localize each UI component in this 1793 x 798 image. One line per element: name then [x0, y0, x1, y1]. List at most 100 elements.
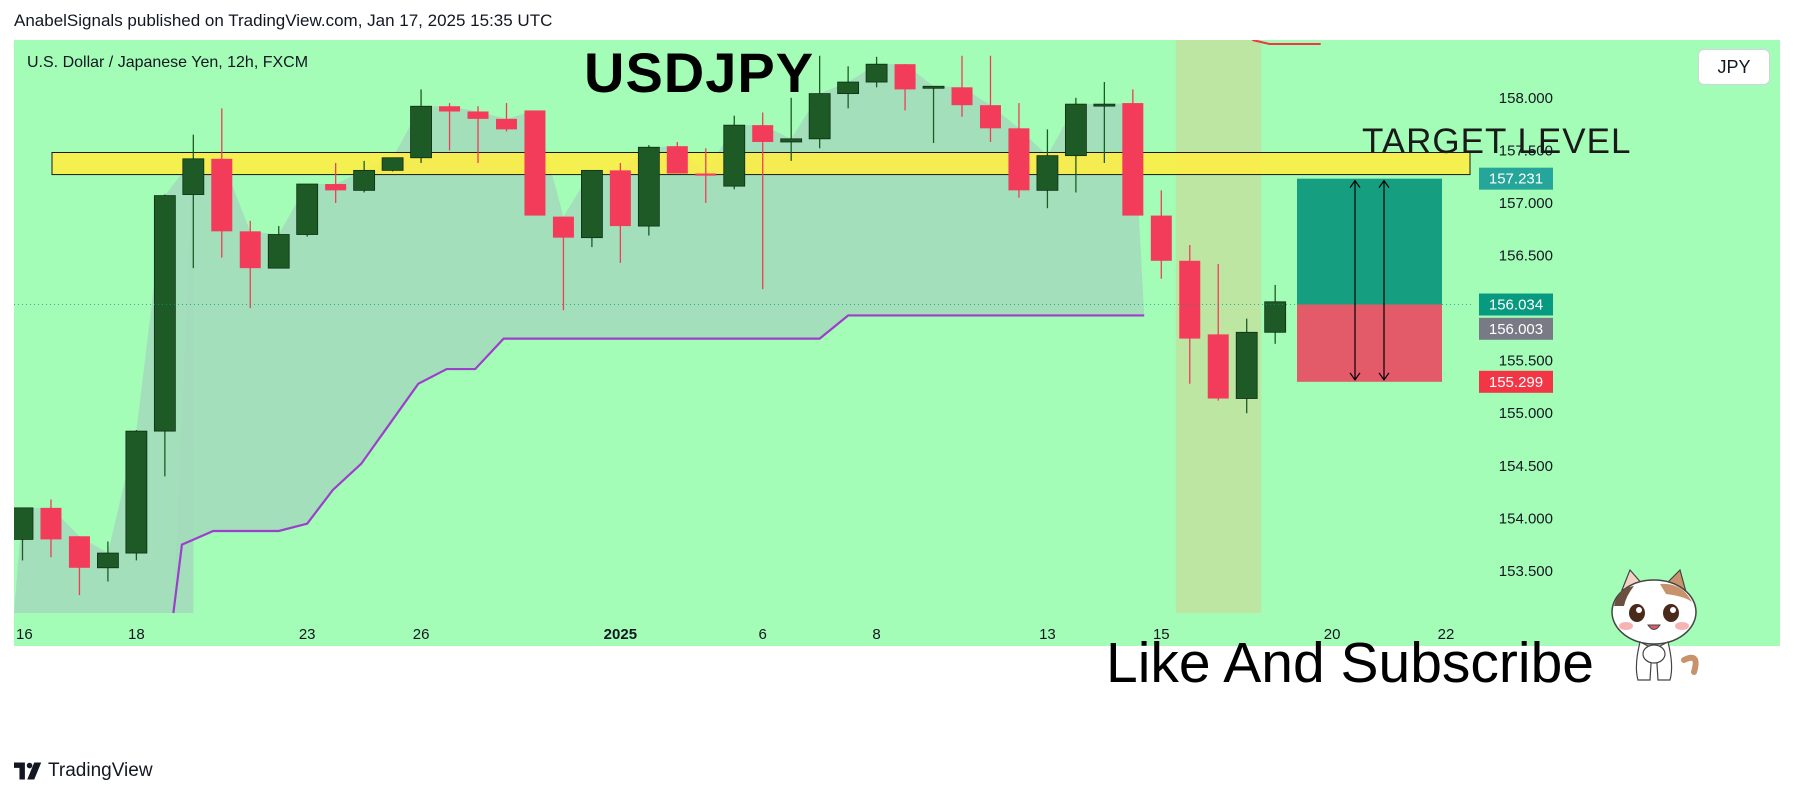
candle-body: [1036, 155, 1059, 191]
time-tick-label: 26: [413, 626, 430, 643]
candle: [637, 145, 660, 236]
candle: [979, 55, 1001, 142]
candle: [353, 160, 376, 193]
candle-body: [524, 110, 546, 216]
candle-body: [979, 105, 1001, 129]
time-axis[interactable]: 16 18 23 26 2025 6 8 13 15 20 22: [16, 626, 1454, 643]
candle: [239, 220, 261, 309]
candlestick-chart[interactable]: 158.000157.500157.000156.500156.000155.5…: [14, 40, 1780, 745]
like-subscribe-text: Like And Subscribe: [1106, 631, 1594, 695]
price-tick-label: 157.000: [1499, 195, 1553, 212]
price-badge-bg: [1479, 317, 1553, 340]
tradingview-branding[interactable]: TradingView: [14, 760, 153, 782]
candle-body: [752, 125, 774, 142]
price-tick-label: 155.000: [1499, 405, 1553, 422]
candle: [1264, 284, 1287, 344]
time-tick-label: 16: [16, 626, 33, 643]
candle-body: [325, 184, 347, 191]
candle-body: [581, 169, 603, 239]
candle-body: [609, 170, 631, 227]
time-tick-label: 8: [872, 626, 880, 643]
long-position-tool[interactable]: [1297, 178, 1442, 382]
arrow-head-down: [1349, 372, 1361, 381]
candle: [951, 55, 973, 117]
candle-body: [808, 93, 831, 140]
candle-body: [353, 169, 376, 191]
candle-body: [1264, 301, 1287, 333]
resistance-zone: [51, 151, 1471, 176]
candle-body: [153, 195, 176, 432]
candle: [922, 85, 945, 144]
candle-body: [695, 173, 717, 176]
price-badge: 156.034: [1479, 293, 1553, 316]
candle: [14, 507, 34, 561]
price-tick-label: 156.500: [1499, 248, 1553, 265]
tradingview-logo-icon: [14, 762, 42, 780]
price-tick-label: 158.000: [1499, 90, 1553, 107]
currency-selector[interactable]: JPY: [1698, 49, 1770, 85]
candle-body: [1008, 128, 1030, 191]
candle-body: [1093, 103, 1116, 107]
price-tick-label: 157.500: [1499, 142, 1553, 159]
candle: [1235, 318, 1258, 414]
resistance-zone-rect: [51, 151, 1471, 176]
candle-body: [296, 183, 319, 235]
price-badge: 155.299: [1479, 370, 1553, 393]
arrow-head-down: [1378, 372, 1390, 381]
price-badge-bg: [1479, 370, 1553, 393]
candle: [68, 536, 90, 596]
candle: [267, 226, 290, 269]
candle-body: [495, 118, 517, 130]
publisher-line: AnabelSignals published on TradingView.c…: [14, 11, 553, 30]
price-tick-label: 153.500: [1499, 563, 1553, 580]
candle: [837, 66, 860, 109]
candle: [97, 541, 119, 582]
candle-body: [467, 111, 489, 119]
candle-body: [1064, 103, 1087, 157]
time-tick-label: 18: [128, 626, 145, 643]
candle: [325, 163, 347, 203]
candle: [552, 216, 574, 311]
price-badge-label: 156.034: [1489, 297, 1543, 314]
price-tick-label: 154.000: [1499, 510, 1553, 527]
chart-title: USDJPY: [584, 41, 815, 104]
time-tick-label: 15: [1153, 626, 1170, 643]
price-badge: 156.003: [1479, 317, 1553, 340]
price-badge-label: 157.231: [1489, 171, 1543, 188]
time-tick-label: 23: [299, 626, 316, 643]
price-labels: 157.231 156.034 156.003 155.299: [1479, 167, 1553, 393]
candle: [1064, 97, 1087, 193]
chart-container[interactable]: 158.000157.500157.000156.500156.000155.5…: [14, 40, 1780, 745]
candle: [182, 134, 205, 269]
candle-body: [410, 105, 432, 159]
price-badge-label: 156.003: [1489, 321, 1543, 338]
candle-body: [780, 138, 803, 143]
candle-body: [1179, 260, 1201, 339]
candle: [581, 169, 603, 248]
time-tick-label: 20: [1324, 626, 1341, 643]
candle: [211, 108, 233, 258]
price-badge: 157.231: [1479, 167, 1553, 190]
candle-body: [865, 63, 888, 83]
candle: [1008, 103, 1030, 198]
candle-body: [723, 124, 746, 187]
tradingview-wordmark: TradingView: [48, 760, 153, 781]
area-fill-left: [14, 158, 194, 613]
candle-body: [637, 146, 660, 227]
candle-body: [211, 158, 233, 232]
candle: [1036, 129, 1059, 209]
arrow-head-up: [1378, 179, 1390, 189]
candle: [439, 103, 461, 151]
candle: [125, 430, 148, 561]
candle-body: [1235, 331, 1258, 399]
candle: [381, 157, 404, 172]
candle-body: [182, 158, 205, 195]
candles: [14, 55, 1287, 596]
candle-body: [922, 85, 945, 89]
candle: [40, 499, 62, 558]
price-badge-label: 155.299: [1489, 374, 1543, 391]
candle: [1179, 245, 1201, 384]
candle-body: [894, 64, 916, 90]
price-badge-bg: [1479, 293, 1553, 316]
price-tick-label: 155.500: [1499, 353, 1553, 370]
